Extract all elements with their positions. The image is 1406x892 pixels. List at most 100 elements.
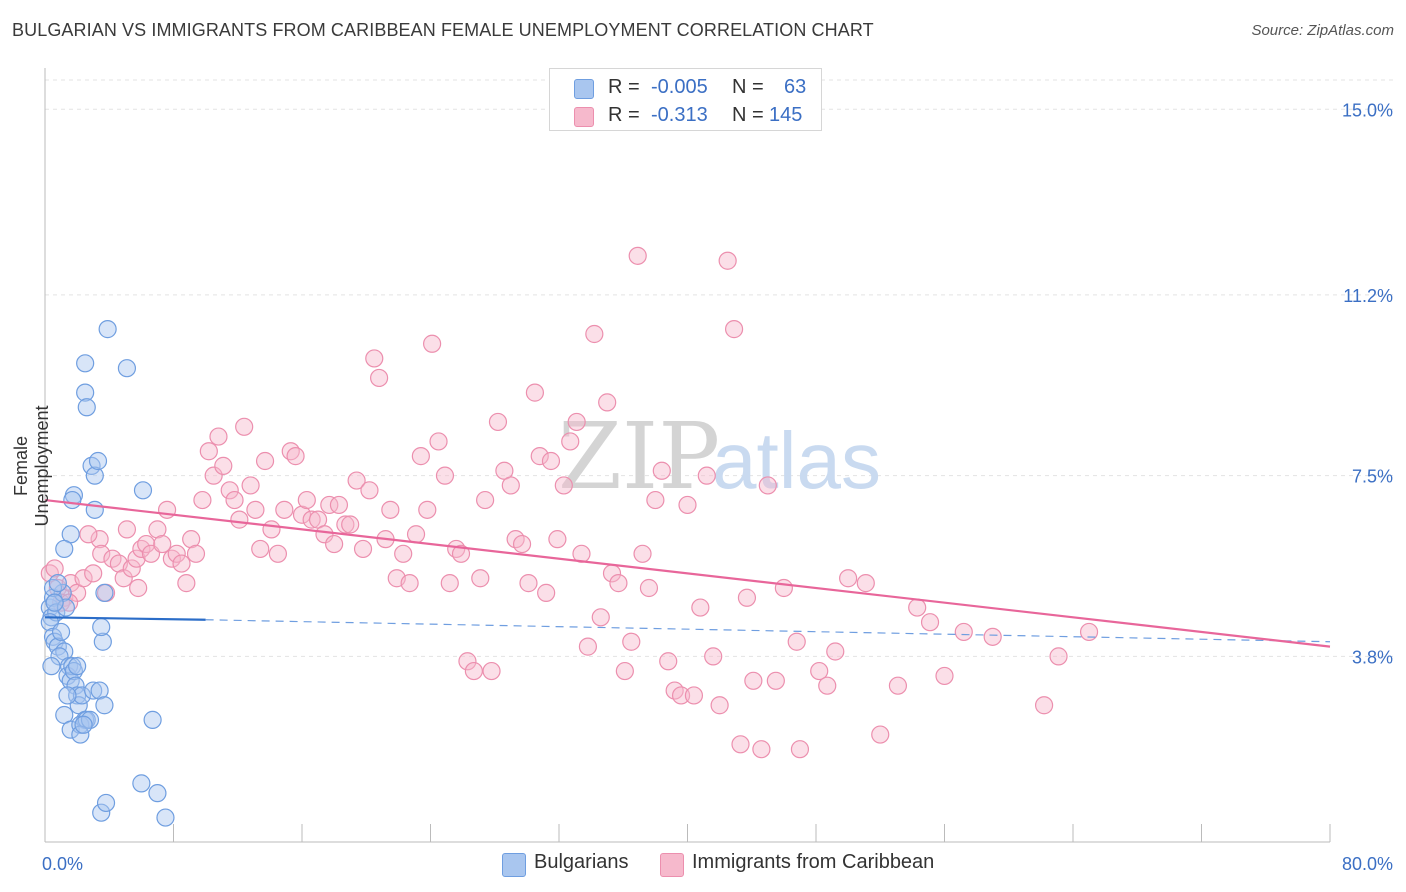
caribbean-point xyxy=(246,500,265,519)
bulgarians-point xyxy=(63,490,82,510)
caribbean-point xyxy=(360,481,379,500)
caribbean-point xyxy=(826,642,845,661)
caribbean-point xyxy=(691,598,710,617)
caribbean-point xyxy=(476,490,495,510)
bulgarians-point xyxy=(56,598,75,617)
caribbean-point xyxy=(541,451,561,471)
caribbean-trend-line xyxy=(44,498,1331,648)
caribbean-point xyxy=(235,417,254,436)
chart-title: BULGARIAN VS IMMIGRANTS FROM CARIBBEAN F… xyxy=(12,20,874,40)
caribbean-point xyxy=(325,534,344,554)
caribbean-point xyxy=(320,495,339,515)
bulgarians-point xyxy=(51,622,71,642)
caribbean-point xyxy=(622,632,641,651)
caribbean-point xyxy=(1034,696,1054,715)
caribbean-point xyxy=(652,461,671,480)
caribbean-point xyxy=(400,574,419,593)
caribbean-point xyxy=(983,627,1002,646)
series-bulgarians-points xyxy=(40,320,175,827)
bulgarians-point xyxy=(84,681,103,700)
caribbean-point xyxy=(262,520,281,539)
caribbean-point xyxy=(153,534,172,554)
caribbean-point xyxy=(209,427,228,446)
caribbean-point xyxy=(731,735,750,754)
caribbean-point xyxy=(329,495,349,515)
caribbean-point xyxy=(286,447,305,466)
caribbean-point xyxy=(172,554,191,573)
caribbean-point xyxy=(920,613,940,632)
trend-lines xyxy=(44,498,1331,648)
bulgarians-point xyxy=(92,617,111,637)
caribbean-point xyxy=(214,456,233,475)
bulgarians-point xyxy=(95,583,114,602)
caribbean-point xyxy=(561,432,580,451)
tick-labels: 3.8% 7.5% 11.2% 15.0% 0.0% 80.0% xyxy=(42,100,1393,874)
bulgarians-point xyxy=(45,593,64,612)
bulgarians-point xyxy=(64,661,84,681)
bulgarians-point xyxy=(92,803,111,822)
caribbean-point xyxy=(752,740,771,759)
caribbean-point xyxy=(567,412,586,432)
legend-n-value: 145 xyxy=(769,104,803,126)
bulgarians-point xyxy=(68,657,87,676)
bulgarians-point xyxy=(77,398,96,417)
caribbean-point xyxy=(488,412,508,432)
stats-legend: R = -0.005 N = 63 R = -0.313 N = 145 xyxy=(549,68,822,131)
legend-row-caribbean: R = -0.313 N = 145 xyxy=(550,101,821,131)
caribbean-point xyxy=(365,349,384,368)
watermark: ZIP atlas xyxy=(558,403,881,510)
caribbean-point xyxy=(199,442,218,461)
bulgarians-point xyxy=(45,632,64,651)
caribbean-point xyxy=(268,544,288,563)
caribbean-point xyxy=(122,559,141,578)
caribbean-point xyxy=(537,583,556,602)
bottom-legend-label: Bulgarians xyxy=(534,851,629,873)
legend-r-label: R = xyxy=(608,104,640,126)
legend-n-label: N = xyxy=(732,76,764,98)
y-tick-label: 15.0% xyxy=(1342,100,1393,120)
caribbean-point xyxy=(954,622,973,642)
bulgarians-point xyxy=(88,451,108,471)
caribbean-point xyxy=(255,451,275,471)
legend-r-value: -0.313 xyxy=(651,104,708,126)
caribbean-point xyxy=(1049,647,1068,666)
caribbean-point xyxy=(411,447,430,466)
y-tick-label: 7.5% xyxy=(1352,467,1393,487)
bulgarians-trend-line xyxy=(44,616,206,621)
source-label: Source: ZipAtlas.com xyxy=(1251,22,1394,39)
caribbean-point xyxy=(45,559,64,578)
caribbean-point xyxy=(79,525,98,544)
caribbean-point xyxy=(871,725,890,744)
caribbean-point xyxy=(609,574,628,593)
x-tick-label: 0.0% xyxy=(42,854,83,874)
bulgarians-point xyxy=(95,696,114,715)
caribbean-point xyxy=(810,661,829,681)
legend-swatch-blue xyxy=(574,79,594,99)
caribbean-point xyxy=(127,549,146,568)
bulgarians-point xyxy=(71,725,90,744)
bulgarians-trend-extension xyxy=(205,619,1331,643)
caribbean-point xyxy=(137,534,156,554)
caribbean-point xyxy=(659,652,678,671)
caribbean-point xyxy=(251,539,270,559)
legend-r-label: R = xyxy=(608,76,640,98)
caribbean-point xyxy=(908,598,927,617)
caribbean-point xyxy=(423,334,442,353)
caribbean-point xyxy=(615,661,634,681)
caribbean-point xyxy=(177,574,196,593)
bulgarians-point xyxy=(132,774,151,793)
caribbean-point xyxy=(394,544,413,563)
caribbean-point xyxy=(92,544,111,563)
caribbean-point xyxy=(766,671,785,690)
caribbean-point xyxy=(724,320,744,339)
caribbean-point xyxy=(435,466,455,485)
caribbean-point xyxy=(471,569,490,588)
bulgarians-point xyxy=(148,784,167,803)
caribbean-point xyxy=(90,530,109,549)
caribbean-point xyxy=(220,481,239,500)
caribbean-point xyxy=(512,534,532,554)
y-axis-label: Female Unemployment xyxy=(11,405,52,527)
x-tick-label: 80.0% xyxy=(1342,854,1393,874)
caribbean-point xyxy=(381,500,400,519)
